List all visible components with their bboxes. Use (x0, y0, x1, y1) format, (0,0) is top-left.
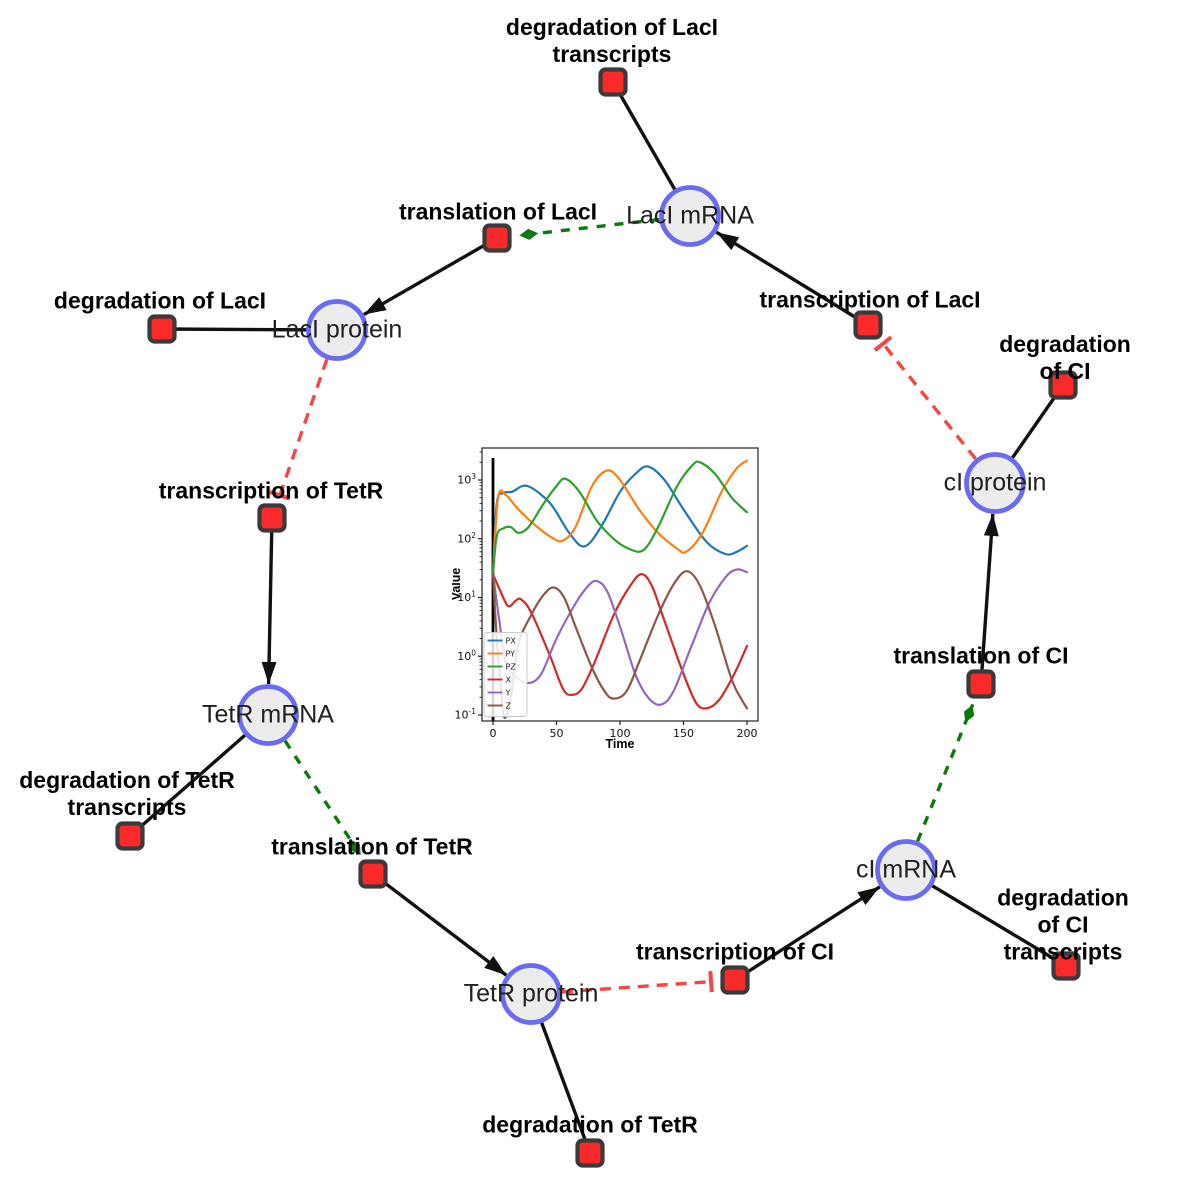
legend-entry-X: X (506, 675, 512, 684)
reaction-node-deg-laci-transcripts[interactable] (598, 67, 628, 97)
legend-entry-PX: PX (506, 636, 517, 645)
series-PZ (491, 460, 749, 576)
chart-ylabel: Value (452, 568, 463, 601)
series-X (491, 572, 749, 710)
deg-ci-transcripts-label: degradation of CI transcripts (997, 884, 1129, 965)
translation-tetr-label: translation of TetR (271, 833, 473, 860)
ci-protein-label: cI protein (943, 468, 1047, 497)
reaction-node-deg-tetr-transcripts[interactable] (115, 821, 145, 851)
edge-activation-laci-mrna-translation-laci (518, 217, 660, 240)
edge-production-translation-ci-ci-protein (979, 513, 999, 685)
edge-production-transcription-laci-laci-mrna (715, 230, 869, 327)
legend-entry-PY: PY (506, 649, 516, 658)
species-node-laci-protein[interactable] (306, 299, 368, 361)
tetr-protein-label: TetR protein (463, 979, 599, 1008)
species-node-ci-protein[interactable] (964, 452, 1026, 514)
edge-inhibition-ci-protein-transcription-laci (873, 335, 977, 460)
reaction-node-transcription-ci[interactable] (720, 965, 750, 995)
legend-entry-Y: Y (505, 688, 511, 697)
chart-legend: PX PY PZ XYZ (483, 632, 528, 717)
y-tick-label: 102 (457, 531, 476, 546)
translation-laci-label: translation of LacI (398, 198, 598, 225)
reaction-node-transcription-laci[interactable] (853, 310, 883, 340)
edge-inhibition-tetr-protein-transcription-ci (561, 971, 714, 994)
reaction-node-deg-ci-transcripts[interactable] (1051, 951, 1081, 981)
translation-ci-label: translation of CI (893, 642, 1069, 669)
edge-production-translation-tetr-tetr-protein (371, 872, 508, 977)
y-tick-label: 103 (457, 472, 476, 487)
x-tick-label: 100 (610, 727, 631, 740)
chart-xlabel: Time (606, 737, 635, 751)
legend-entry-Z: Z (506, 701, 512, 710)
y-tick-label: 100 (457, 648, 476, 663)
reaction-node-transcription-tetr[interactable] (257, 503, 287, 533)
edge-production-transcription-tetr-tetr-mrna (261, 517, 277, 685)
laci-mrna-label: LacI mRNA (626, 201, 754, 230)
ci-mrna-label: cI mRNA (856, 855, 956, 884)
laci-protein-label: LacI protein (271, 315, 403, 344)
deg-ci-label: degradation of CI (999, 330, 1131, 384)
edge-activation-tetr-mrna-translation-tetr (283, 739, 363, 857)
deg-laci-label: degradation of LacI (53, 287, 267, 314)
edge-activation-ci-mrna-translation-ci (916, 703, 975, 842)
x-tick-label: 50 (550, 727, 564, 740)
deg-tetr-transcripts-label: degradation of TetR transcripts (19, 766, 235, 820)
legend-entry-PZ: PZ (506, 662, 517, 671)
y-tick-label: 101 (457, 590, 476, 605)
species-node-laci-mrna[interactable] (659, 185, 721, 247)
inset-chart-svg: 0 50 100 150 20010-1100101102103TimeValuePXP… (449, 436, 792, 768)
reaction-node-deg-laci[interactable] (147, 314, 177, 344)
x-tick-label: 0 (490, 727, 497, 740)
tetr-mrna-label: TetR mRNA (202, 700, 334, 729)
edge-inhibition-laci-protein-transcription-tetr (269, 358, 329, 501)
edge-production-translation-laci-laci-protein (363, 236, 498, 317)
series-PX (491, 465, 749, 576)
x-tick-label: 150 (673, 727, 694, 740)
reaction-node-translation-tetr[interactable] (358, 859, 388, 889)
series-PY (491, 459, 749, 576)
time-series-inset-chart: 0 50 100 150 200 10-1 100 101 102 103 Time Value PX P… (449, 436, 792, 768)
edge-consumption-ci-mrna-deg-ci-transcripts (905, 868, 1067, 968)
species-node-tetr-protein[interactable] (500, 963, 562, 1025)
reaction-node-deg-ci[interactable] (1048, 370, 1078, 400)
transcription-tetr-label: transcription of TetR (158, 477, 384, 504)
species-node-tetr-mrna[interactable] (237, 684, 299, 746)
deg-tetr-label: degradation of TetR (482, 1111, 698, 1138)
reaction-node-translation-laci[interactable] (482, 223, 512, 253)
reaction-node-deg-tetr[interactable] (575, 1138, 605, 1168)
deg-laci-transcripts-label: degradation of LacI transcripts (505, 13, 719, 67)
transcription-laci-label: transcription of LacI (759, 286, 981, 313)
species-node-ci-mrna[interactable] (875, 839, 937, 901)
reaction-node-translation-ci[interactable] (966, 669, 996, 699)
y-tick-label: 10-1 (455, 707, 477, 722)
transcription-ci-label: transcription of CI (635, 938, 835, 965)
x-tick-label: 200 (737, 727, 758, 740)
edge-production-transcription-ci-ci-mrna (734, 885, 881, 982)
